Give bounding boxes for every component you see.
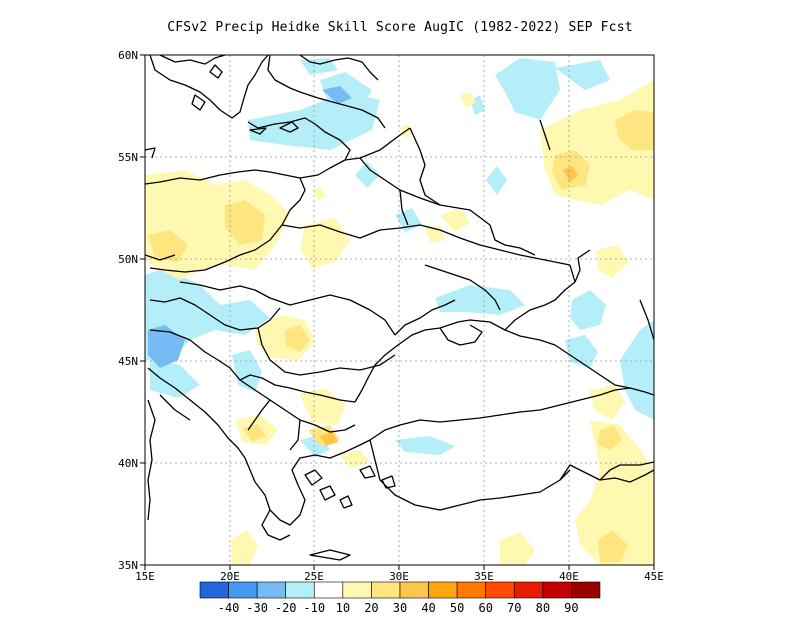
colorbar-swatch bbox=[399, 581, 429, 599]
colorbar-label: 60 bbox=[478, 601, 492, 615]
colorbar-label: 30 bbox=[393, 601, 407, 615]
colorbar-swatch bbox=[513, 581, 544, 599]
colorbar-label: -30 bbox=[246, 601, 268, 615]
x-tick-label: 15E bbox=[135, 570, 155, 583]
colorbar-swatch bbox=[256, 581, 287, 599]
x-tick-label: 30E bbox=[389, 570, 409, 583]
colorbar-swatch bbox=[285, 581, 315, 599]
colorbar: -40 -30 -20 -10 10 20 30 40 50 60 70 80 90 bbox=[199, 581, 601, 615]
baltic-coast bbox=[145, 117, 351, 185]
x-tick-label: 40E bbox=[559, 570, 579, 583]
colorbar-swatch bbox=[228, 581, 258, 599]
italy-coast bbox=[147, 399, 156, 521]
colorbar-swatch bbox=[371, 581, 401, 599]
y-tick-label: 50N bbox=[118, 253, 138, 266]
colorbar-label: 10 bbox=[336, 601, 350, 615]
colorbar-label: -40 bbox=[218, 601, 240, 615]
colorbar-swatch bbox=[428, 581, 458, 599]
coastlines-and-borders bbox=[145, 55, 654, 561]
high-positive-areas bbox=[320, 166, 578, 446]
y-tick-label: 55N bbox=[118, 151, 138, 164]
y-axis-labels: 35N 40N 45N 50N 55N 60N bbox=[118, 49, 138, 572]
x-tick-label: 20E bbox=[220, 570, 240, 583]
x-tick-label: 35E bbox=[474, 570, 494, 583]
colorbar-label: -10 bbox=[303, 601, 325, 615]
colorbar-label: 50 bbox=[450, 601, 464, 615]
black-sea-south-coast bbox=[369, 387, 654, 441]
colorbar-swatch bbox=[456, 581, 487, 599]
colorbar-label: 90 bbox=[564, 601, 578, 615]
stronger-negative-areas bbox=[148, 86, 352, 368]
y-tick-label: 35N bbox=[118, 559, 138, 572]
colorbar-swatch bbox=[199, 581, 229, 599]
y-tick-label: 45N bbox=[118, 355, 138, 368]
tick-marks bbox=[140, 54, 655, 570]
y-tick-label: 40N bbox=[118, 457, 138, 470]
colorbar-label: 40 bbox=[421, 601, 435, 615]
x-tick-label: 45E bbox=[644, 570, 664, 583]
colorbar-label: -20 bbox=[275, 601, 297, 615]
colorbar-label: 70 bbox=[507, 601, 521, 615]
colorbar-swatch bbox=[542, 581, 572, 599]
colorbar-swatch bbox=[485, 581, 515, 599]
y-tick-label: 60N bbox=[118, 49, 138, 62]
black-sea-north-coast bbox=[354, 319, 631, 403]
chart-title: CFSv2 Precip Heidke Skill Score AugIC (1… bbox=[167, 20, 633, 35]
x-tick-label: 25E bbox=[304, 570, 324, 583]
scandinavia-coast bbox=[149, 55, 269, 119]
colorbar-swatch bbox=[571, 581, 601, 599]
x-axis-labels: 15E 20E 25E 30E 35E 40E 45E bbox=[135, 570, 664, 583]
colorbar-label: 80 bbox=[536, 601, 550, 615]
colorbar-swatch bbox=[342, 581, 372, 599]
map-grid bbox=[145, 55, 654, 565]
colorbar-label: 20 bbox=[364, 601, 378, 615]
colorbar-swatch bbox=[313, 581, 344, 599]
